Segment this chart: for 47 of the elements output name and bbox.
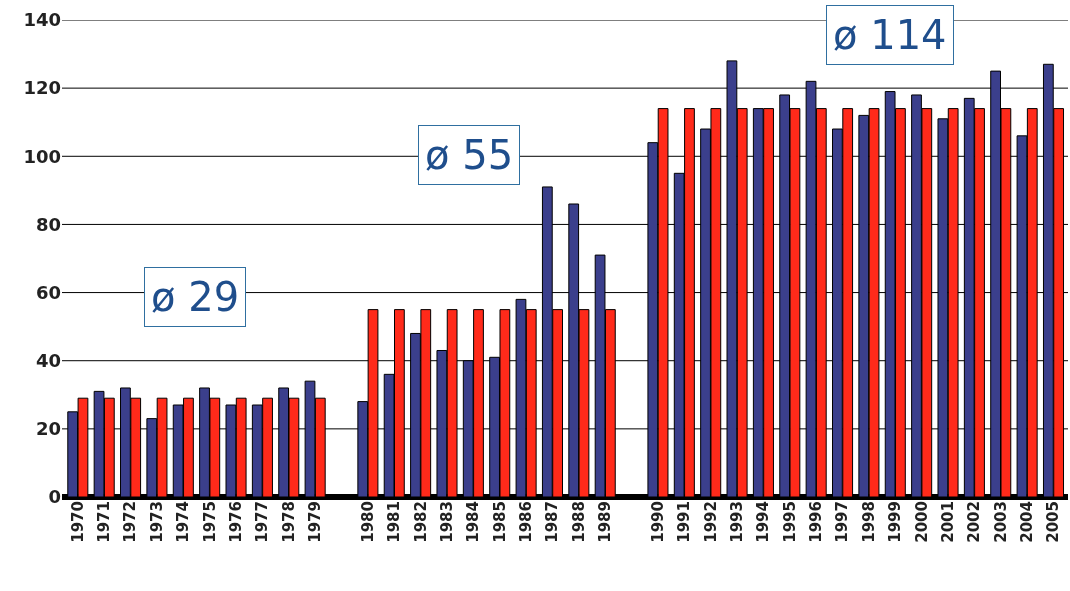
x-tick-label: 1985 [490,501,509,543]
y-tick-label: 80 [35,213,61,235]
x-tick-label: 1981 [385,501,404,543]
x-tick-label: 1976 [226,501,245,543]
x-tick-label: 1975 [200,501,219,543]
x-tick-label: 1972 [121,501,140,543]
x-tick-label: 1970 [68,501,87,543]
x-tick-label: 1974 [174,501,193,543]
x-tick-label: 1990 [648,501,667,543]
x-tick-label: 2001 [938,501,957,543]
x-tick-label: 2000 [912,501,931,543]
y-tick-label: 100 [23,145,61,167]
x-tick-label: 1998 [859,501,878,543]
x-tick-label: 2004 [1018,501,1037,543]
x-tick-label: 1993 [727,501,746,543]
y-tick-label: 20 [35,418,61,440]
x-tick-label: 1999 [886,501,905,543]
x-tick-label: 1982 [411,501,430,543]
x-tick-label: 1997 [833,501,852,543]
x-tick-label: 1977 [253,501,272,543]
x-tick-label: 1992 [701,501,720,543]
y-tick-label: 60 [35,281,61,303]
annotation: ø 29 [151,274,240,320]
x-tick-label: 1994 [754,501,773,543]
x-tick-label: 1988 [569,501,588,543]
x-tick-label: 1987 [543,501,562,543]
x-tick-label: 1978 [279,501,298,543]
y-tick-label: 120 [23,77,61,99]
y-tick-label: 0 [48,486,61,508]
x-tick-label: 1984 [464,501,483,543]
x-tick-label: 1991 [675,501,694,543]
x-tick-label: 1989 [596,501,615,543]
x-tick-label: 2002 [965,501,984,543]
y-tick-label: 140 [23,9,61,31]
x-tick-label: 1971 [95,501,114,543]
x-tick-label: 1980 [358,501,377,543]
x-tick-label: 2003 [991,501,1010,543]
x-tick-label: 1973 [147,501,166,543]
x-tick-label: 1995 [780,501,799,543]
x-tick-label: 1996 [807,501,826,543]
x-tick-label: 2005 [1044,501,1063,543]
x-tick-label: 1979 [306,501,325,543]
y-tick-label: 40 [35,350,61,372]
annotation: ø 114 [833,12,947,58]
x-tick-label: 1986 [516,501,535,543]
annotation: ø 55 [425,132,514,178]
x-tick-label: 1983 [437,501,456,543]
